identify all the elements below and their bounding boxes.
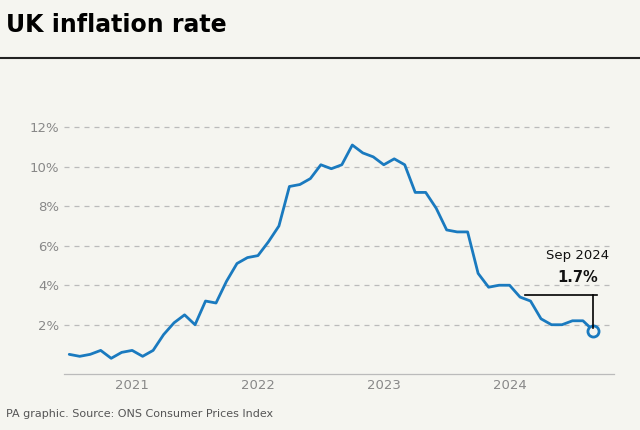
Text: UK inflation rate: UK inflation rate — [6, 13, 227, 37]
Text: Sep 2024: Sep 2024 — [546, 249, 609, 261]
Text: PA graphic. Source: ONS Consumer Prices Index: PA graphic. Source: ONS Consumer Prices … — [6, 409, 273, 419]
Text: 1.7%: 1.7% — [557, 270, 598, 285]
